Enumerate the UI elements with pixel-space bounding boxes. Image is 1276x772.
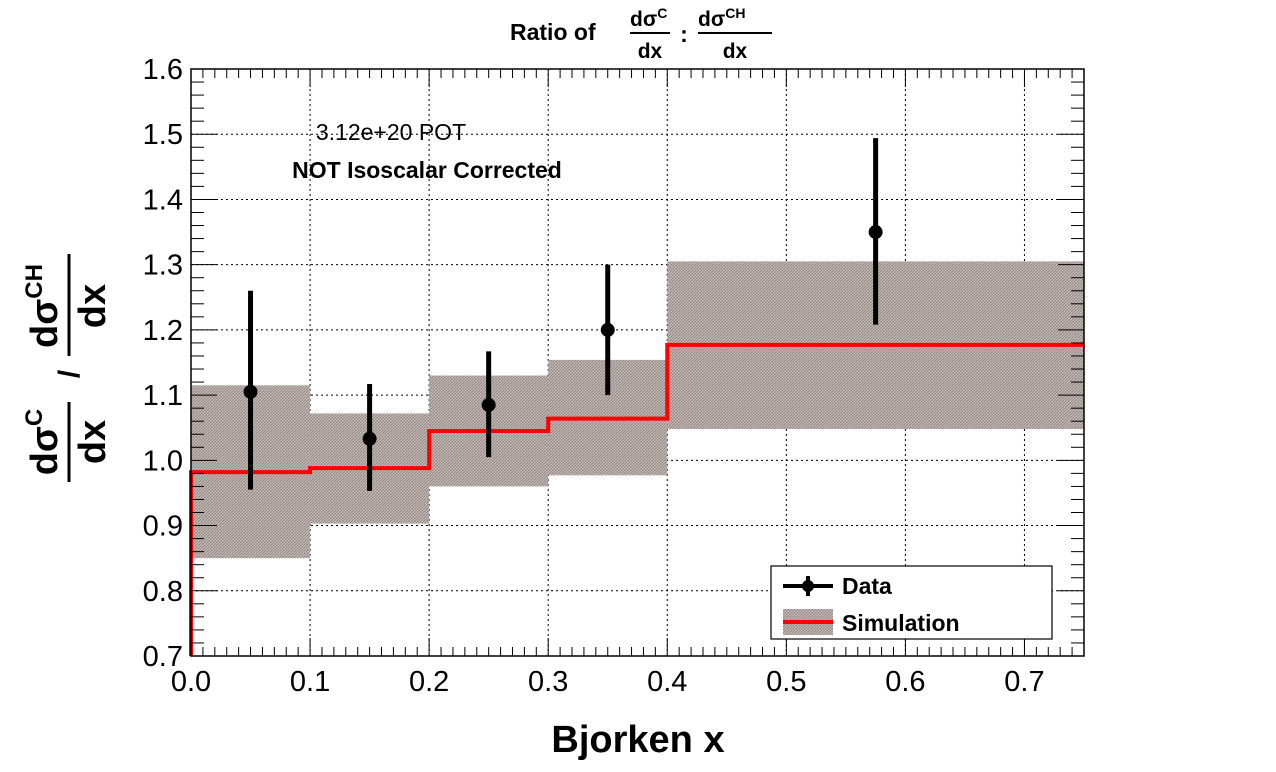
- ylabel-frac1-num-base: dσ: [24, 426, 66, 475]
- data-point: [243, 384, 258, 399]
- plot-frame: [190, 68, 1085, 657]
- ylabel-frac1-denominator: dx: [72, 420, 114, 464]
- legend-sim-label: Simulation: [842, 610, 960, 636]
- y-tick-label: 1.4: [143, 184, 183, 216]
- ylabel-frac1-num-sup: C: [21, 409, 48, 426]
- data-point: [600, 322, 615, 337]
- title-frac2-denominator: dx: [723, 40, 748, 63]
- y-tick-label: 0.9: [143, 511, 183, 543]
- x-tick-label: 0.0: [171, 666, 211, 698]
- title-frac1-numerator: dσC: [630, 5, 667, 31]
- title-separator: :: [680, 21, 688, 47]
- data-point: [868, 225, 883, 240]
- ylabel-separator: /: [53, 369, 86, 378]
- legend-entry-simulation: Simulation: [783, 609, 960, 636]
- data-points: [243, 138, 883, 491]
- legend-data-marker: [802, 580, 814, 592]
- data-point: [481, 397, 496, 412]
- title-frac2-numerator: dσCH: [698, 5, 745, 31]
- title-prefix: Ratio of: [510, 19, 596, 45]
- ylabel-frac2-denominator: dx: [72, 284, 114, 328]
- title-frac1-denominator: dx: [638, 40, 663, 63]
- data-point: [362, 431, 377, 446]
- title-frac1-num-sup: C: [657, 5, 667, 21]
- legend-data-label: Data: [842, 573, 892, 599]
- annotation-isoscalar: NOT Isoscalar Corrected: [292, 157, 562, 183]
- axes: 0.0 0.1 0.2 0.3 0.4 0.5 0.6 0.7 0.7 0.8 0.9 1.0 1.1 1…: [143, 54, 1085, 698]
- ylabel-frac2-numerator: dσCH: [21, 264, 66, 348]
- legend-entry-data: Data: [783, 573, 892, 599]
- legend: Data Simulation: [770, 565, 1053, 640]
- x-tick-label: 0.5: [766, 666, 806, 698]
- x-tick-label: 0.4: [647, 666, 687, 698]
- y-tick-label: 0.7: [143, 641, 183, 673]
- x-axis-label: Bjorken x: [551, 719, 724, 761]
- ylabel-frac2-num-base: dσ: [24, 299, 66, 348]
- chart-title: Ratio of dσC dx : dσCH dx: [510, 5, 772, 63]
- x-tick-label: 0.3: [528, 666, 568, 698]
- simulation-step-line: [189, 342, 1084, 656]
- x-tick-label: 0.7: [1004, 666, 1044, 698]
- x-tick-label: 0.1: [290, 666, 330, 698]
- y-tick-label: 1.1: [143, 380, 183, 412]
- title-frac1-num-base: dσ: [630, 8, 657, 31]
- x-tick-label: 0.2: [409, 666, 449, 698]
- ylabel-frac2-num-sup: CH: [21, 264, 48, 299]
- y-tick-label: 1.2: [143, 315, 183, 347]
- y-axis-label: dσC dx / dσCH dx: [21, 254, 114, 482]
- title-frac2-num-base: dσ: [698, 8, 725, 31]
- annotation-pot: 3.12e+20 POT: [316, 119, 466, 145]
- ylabel-frac1-numerator: dσC: [21, 409, 66, 476]
- simulation-step: [189, 342, 1084, 656]
- simulation-band: [191, 261, 1084, 559]
- title-frac2-num-sup: CH: [725, 5, 745, 21]
- y-tick-label: 1.5: [143, 119, 183, 151]
- y-tick-label: 1.6: [143, 54, 183, 86]
- y-tick-label: 1.3: [143, 250, 183, 282]
- y-tick-label: 0.8: [143, 576, 183, 608]
- y-tick-label: 1.0: [143, 445, 183, 477]
- x-tick-label: 0.6: [885, 666, 925, 698]
